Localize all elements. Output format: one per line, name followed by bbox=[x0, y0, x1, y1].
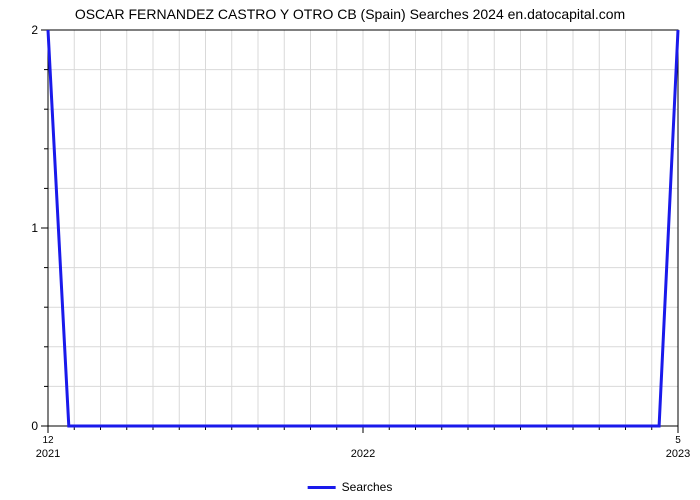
legend: Searches bbox=[308, 480, 393, 494]
x-tick-label: 2022 bbox=[351, 448, 375, 460]
x-secondary-tick-label: 12 bbox=[42, 435, 53, 446]
plot-svg bbox=[48, 30, 678, 426]
x-secondary-tick-label: 5 bbox=[675, 435, 681, 446]
x-tick-label: 2021 bbox=[36, 448, 60, 460]
legend-line bbox=[308, 486, 336, 489]
y-tick-label: 2 bbox=[31, 23, 38, 37]
x-tick-label: 2023 bbox=[666, 448, 690, 460]
chart-title: OSCAR FERNANDEZ CASTRO Y OTRO CB (Spain)… bbox=[0, 6, 700, 22]
y-tick-label: 1 bbox=[31, 221, 38, 235]
legend-label: Searches bbox=[342, 480, 393, 494]
plot-area bbox=[48, 30, 678, 426]
y-tick-label: 0 bbox=[31, 419, 38, 433]
chart-container: OSCAR FERNANDEZ CASTRO Y OTRO CB (Spain)… bbox=[0, 0, 700, 500]
